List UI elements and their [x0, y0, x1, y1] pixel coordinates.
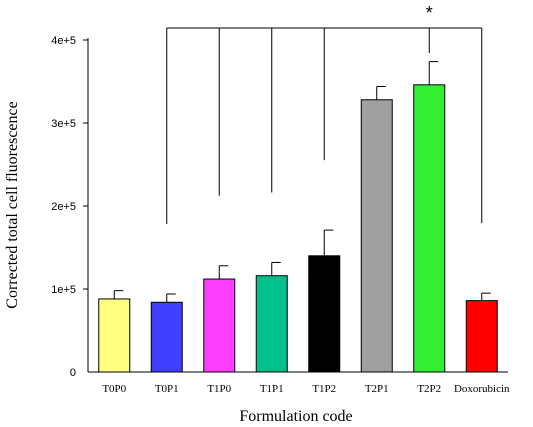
y-axis-title: Corrected total cell fluorescence	[4, 101, 21, 308]
y-tick-label: 1e+5	[51, 284, 76, 296]
significance-label: *	[426, 3, 433, 23]
x-tick-label: Doxorubicin	[454, 383, 510, 395]
bar-t1p0	[203, 278, 236, 373]
y-tick-label: 3e+5	[51, 118, 76, 130]
y-tick-label: 0	[70, 367, 76, 379]
x-tick-label: T1P0	[207, 383, 231, 395]
x-tick-label: T0P0	[102, 383, 126, 395]
x-tick-label: T2P1	[365, 383, 389, 395]
bar-doxorubicin	[465, 300, 498, 373]
bar-t1p2	[308, 255, 341, 373]
bar-t0p0	[98, 298, 131, 373]
bar-t2p2	[413, 84, 446, 373]
y-tick-label: 4e+5	[51, 35, 76, 47]
x-tick-label: T1P2	[312, 383, 336, 395]
x-tick-label: T2P2	[417, 383, 441, 395]
bar-t2p1	[360, 99, 393, 373]
plot-area: 0 1e+5 2e+5 3e+5 4e+5 T0P0 T0P1 T1P0 T1P1 T1P2 T2P…	[51, 3, 510, 395]
bar-t0p1	[150, 301, 183, 373]
x-tick-label: T1P1	[260, 383, 284, 395]
bar-t1p1	[255, 275, 288, 373]
x-axis-title: Formulation code	[239, 408, 352, 425]
y-tick-label: 2e+5	[51, 201, 76, 213]
x-tick-label: T0P1	[155, 383, 179, 395]
